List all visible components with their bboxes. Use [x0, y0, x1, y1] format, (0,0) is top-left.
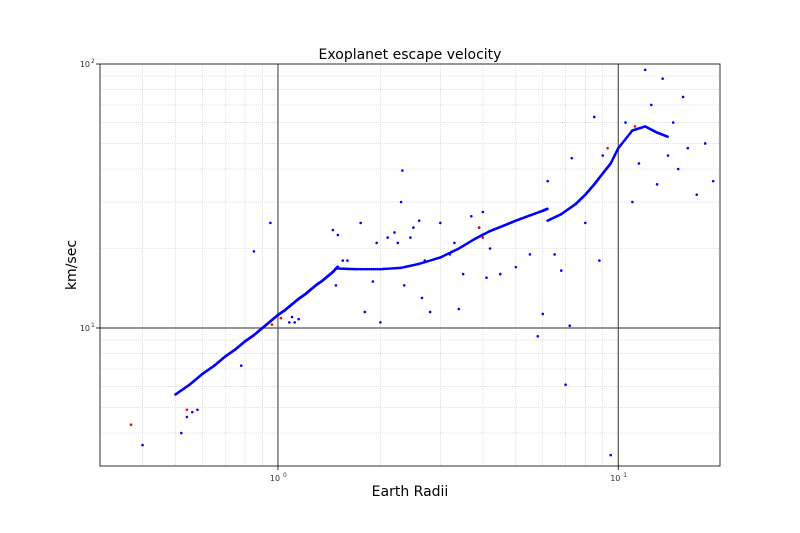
svg-text:10: 10: [80, 324, 90, 333]
svg-text:1: 1: [91, 322, 95, 329]
svg-text:10: 10: [270, 474, 280, 483]
axis-ticks: 10 0 10 110 110 2: [80, 58, 627, 483]
svg-text:2: 2: [91, 58, 95, 65]
plot-frame: [99, 63, 721, 467]
svg-text:0: 0: [283, 472, 287, 479]
reference-lines: [100, 64, 720, 466]
data-points: [129, 68, 715, 457]
svg-text:10: 10: [610, 474, 620, 483]
y-axis-label: km/sec: [64, 240, 80, 290]
x-axis-label: Earth Radii: [372, 484, 449, 500]
svg-text:1: 1: [623, 472, 627, 479]
svg-text:10: 10: [80, 60, 90, 69]
chart-title: Exoplanet escape velocity: [319, 47, 502, 63]
